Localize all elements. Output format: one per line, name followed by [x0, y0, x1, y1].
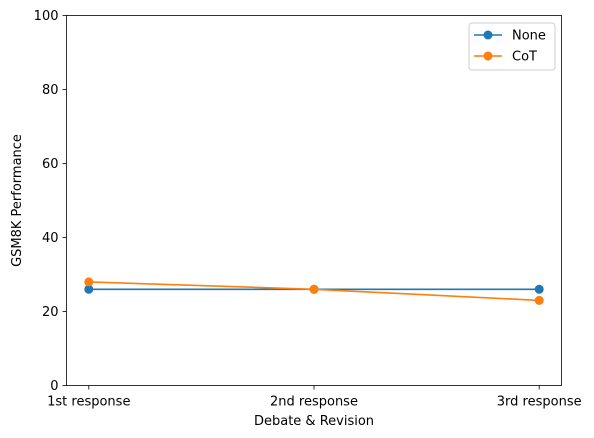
- data-point: [534, 295, 544, 305]
- data-point: [84, 284, 94, 294]
- y-axis-label: GSM8K Performance: [10, 134, 25, 267]
- legend-label: None: [512, 29, 546, 44]
- series-layer: [84, 277, 544, 305]
- y-tick-label: 20: [42, 305, 59, 320]
- x-tick-label: 3rd response: [497, 395, 582, 410]
- legend: None CoT: [468, 22, 556, 71]
- y-tick-label: 100: [34, 9, 59, 24]
- x-axis-label: Debate & Revision: [254, 414, 374, 429]
- legend-marker: [483, 51, 493, 61]
- data-point: [534, 284, 544, 294]
- plot-frame: [66, 15, 562, 386]
- legend-item-none: None: [474, 29, 546, 44]
- data-point: [84, 277, 94, 287]
- legend-item-cot: CoT: [474, 50, 537, 65]
- x-tick-label: 2nd response: [270, 395, 358, 410]
- y-tick-label: 40: [42, 231, 59, 246]
- x-axis-ticks: 1st response 2nd response 3rd response: [47, 385, 582, 410]
- series-cot: [84, 277, 544, 305]
- legend-label: CoT: [512, 50, 537, 65]
- y-axis-ticks: 0 20 40 60 80 100: [34, 9, 67, 394]
- x-tick-label: 1st response: [47, 395, 130, 410]
- data-point: [309, 284, 319, 294]
- legend-marker: [483, 30, 493, 40]
- y-tick-label: 80: [42, 83, 59, 98]
- y-tick-label: 0: [50, 379, 58, 394]
- y-tick-label: 60: [42, 157, 59, 172]
